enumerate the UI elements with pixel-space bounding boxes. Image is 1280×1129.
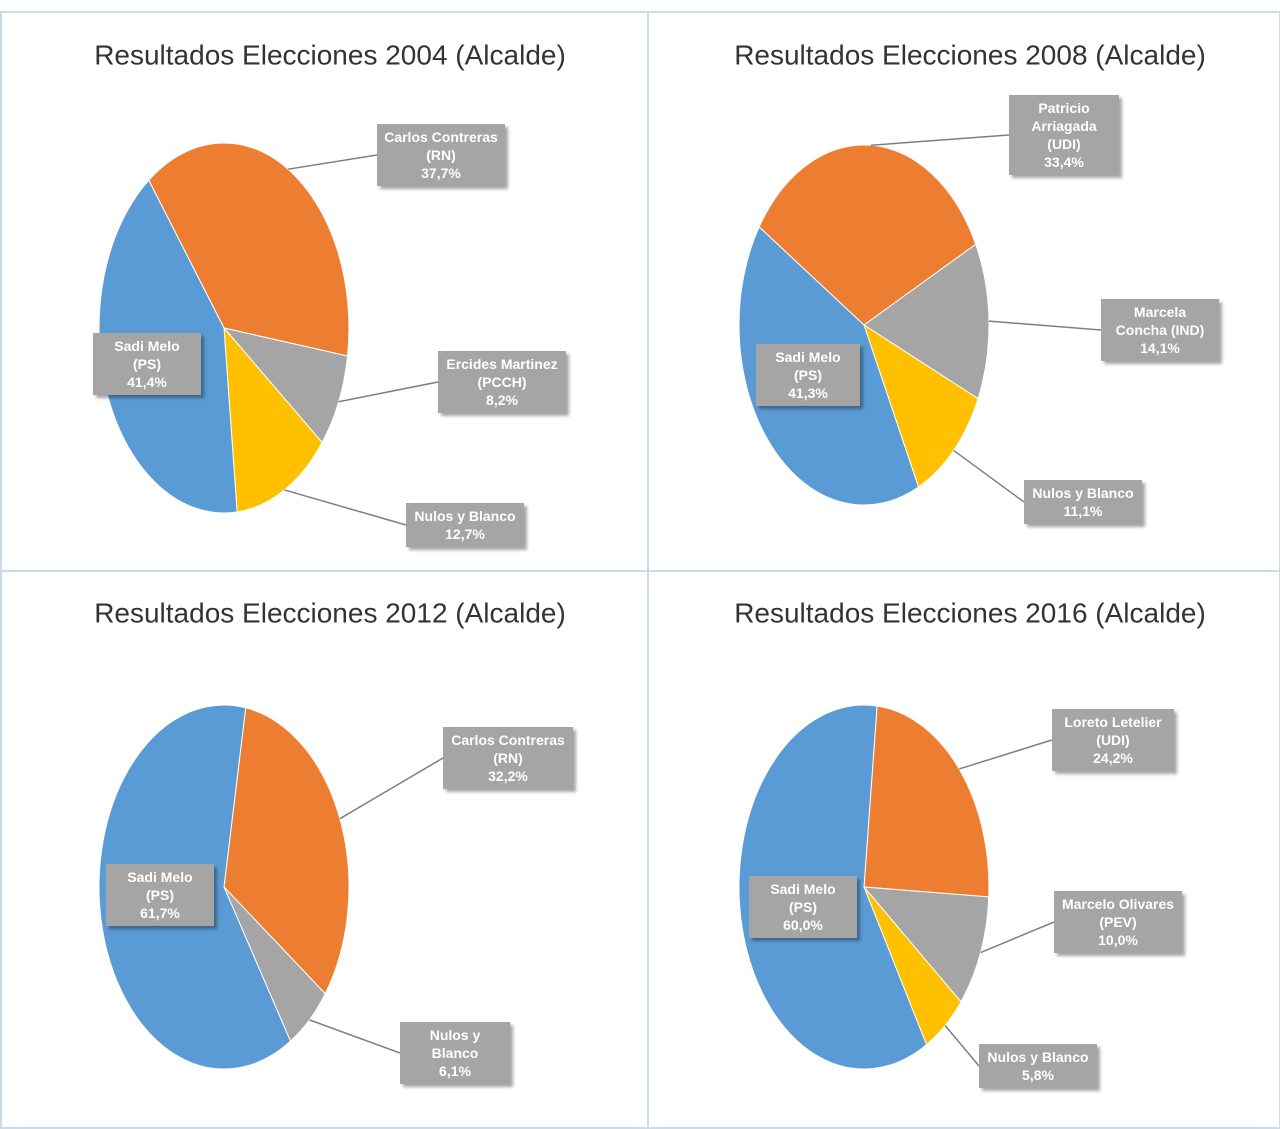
label-value: 41,3%: [788, 385, 828, 401]
label-name: Marcela Concha (IND): [1115, 304, 1205, 338]
pie-slice: [222, 327, 349, 444]
data-label: Nulos y Blanco 6,1%: [400, 1022, 510, 1084]
data-label: Carlos Contreras (RN) 37,7%: [377, 124, 505, 186]
label-name: Marcelo Olivares (PEV): [1061, 896, 1175, 930]
leader-line: [284, 489, 407, 526]
label-name: Loreto Letelier (UDI): [1064, 714, 1162, 748]
leader-line: [287, 154, 378, 170]
label-name: Nulos y Blanco: [987, 1049, 1089, 1065]
label-value: 14,1%: [1140, 340, 1180, 356]
label-value: 33,4%: [1044, 154, 1084, 170]
label-name: Sadi Melo (PS): [775, 349, 841, 383]
label-value: 60,0%: [783, 917, 823, 933]
label-name: Ercides Martinez (PCCH): [446, 356, 558, 390]
pie-slice: [863, 243, 990, 400]
label-value: 8,2%: [486, 392, 518, 408]
chart-title: Resultados Elecciones 2008 (Alcalde): [734, 39, 1206, 70]
label-name: Nulos y Blanco: [1032, 485, 1134, 501]
leader-line: [339, 757, 444, 820]
chart-title: Resultados Elecciones 2016 (Alcalde): [734, 597, 1206, 628]
pie-slice: [148, 142, 350, 357]
label-name: Sadi Melo (PS): [127, 869, 193, 903]
leader-line: [944, 1025, 980, 1067]
pie-slice: [223, 707, 350, 995]
data-label: Sadi Melo (PS) 41,4%: [93, 333, 201, 395]
label-value: 24,2%: [1093, 750, 1133, 766]
pie-slice: [223, 326, 323, 513]
data-label: Nulos y Blanco 5,8%: [979, 1044, 1097, 1088]
pie-slice: [862, 886, 990, 1003]
label-value: 37,7%: [421, 165, 461, 181]
label-name: Sadi Melo (PS): [114, 338, 180, 372]
data-label: Patricio Arriagada (UDI) 33,4%: [1009, 95, 1119, 175]
label-value: 61,7%: [140, 905, 180, 921]
data-label: Ercides Martinez (PCCH) 8,2%: [438, 351, 566, 413]
label-value: 10,0%: [1098, 932, 1138, 948]
leader-line: [980, 921, 1055, 954]
label-name: Sadi Melo (PS): [770, 881, 836, 915]
label-value: 11,1%: [1063, 503, 1103, 519]
data-label: Sadi Melo (PS) 41,3%: [756, 344, 860, 406]
chart-title: Resultados Elecciones 2012 (Alcalde): [94, 597, 566, 628]
label-value: 32,2%: [488, 768, 528, 784]
data-label: Carlos Contreras (RN) 32,2%: [443, 727, 573, 789]
leader-line: [953, 449, 1025, 503]
data-label: Nulos y Blanco 11,1%: [1024, 480, 1142, 524]
leader-line: [870, 134, 1010, 147]
data-label: Marcela Concha (IND) 14,1%: [1101, 299, 1219, 361]
pie-slice: [863, 705, 990, 898]
label-name: Nulos y Blanco: [429, 1027, 481, 1061]
leader-line: [988, 320, 1102, 331]
leader-line: [338, 381, 439, 403]
label-value: 5,8%: [1022, 1067, 1054, 1083]
label-name: Carlos Contreras (RN): [384, 129, 498, 163]
label-name: Nulos y Blanco: [414, 508, 516, 524]
data-label: Loreto Letelier (UDI) 24,2%: [1052, 709, 1174, 771]
label-value: 41,4%: [127, 374, 167, 390]
leader-line: [958, 739, 1053, 770]
data-label: Marcelo Olivares (PEV) 10,0%: [1054, 891, 1182, 953]
leader-line: [309, 1019, 401, 1054]
chart-title: Resultados Elecciones 2004 (Alcalde): [94, 39, 566, 70]
data-label: Nulos y Blanco 12,7%: [406, 503, 524, 547]
data-label: Sadi Melo (PS) 61,7%: [106, 864, 214, 926]
label-value: 6,1%: [439, 1063, 471, 1079]
label-value: 12,7%: [445, 526, 485, 542]
data-label: Sadi Melo (PS) 60,0%: [749, 876, 857, 938]
label-name: Carlos Contreras (RN): [451, 732, 565, 766]
label-name: Patricio Arriagada (UDI): [1031, 100, 1097, 152]
